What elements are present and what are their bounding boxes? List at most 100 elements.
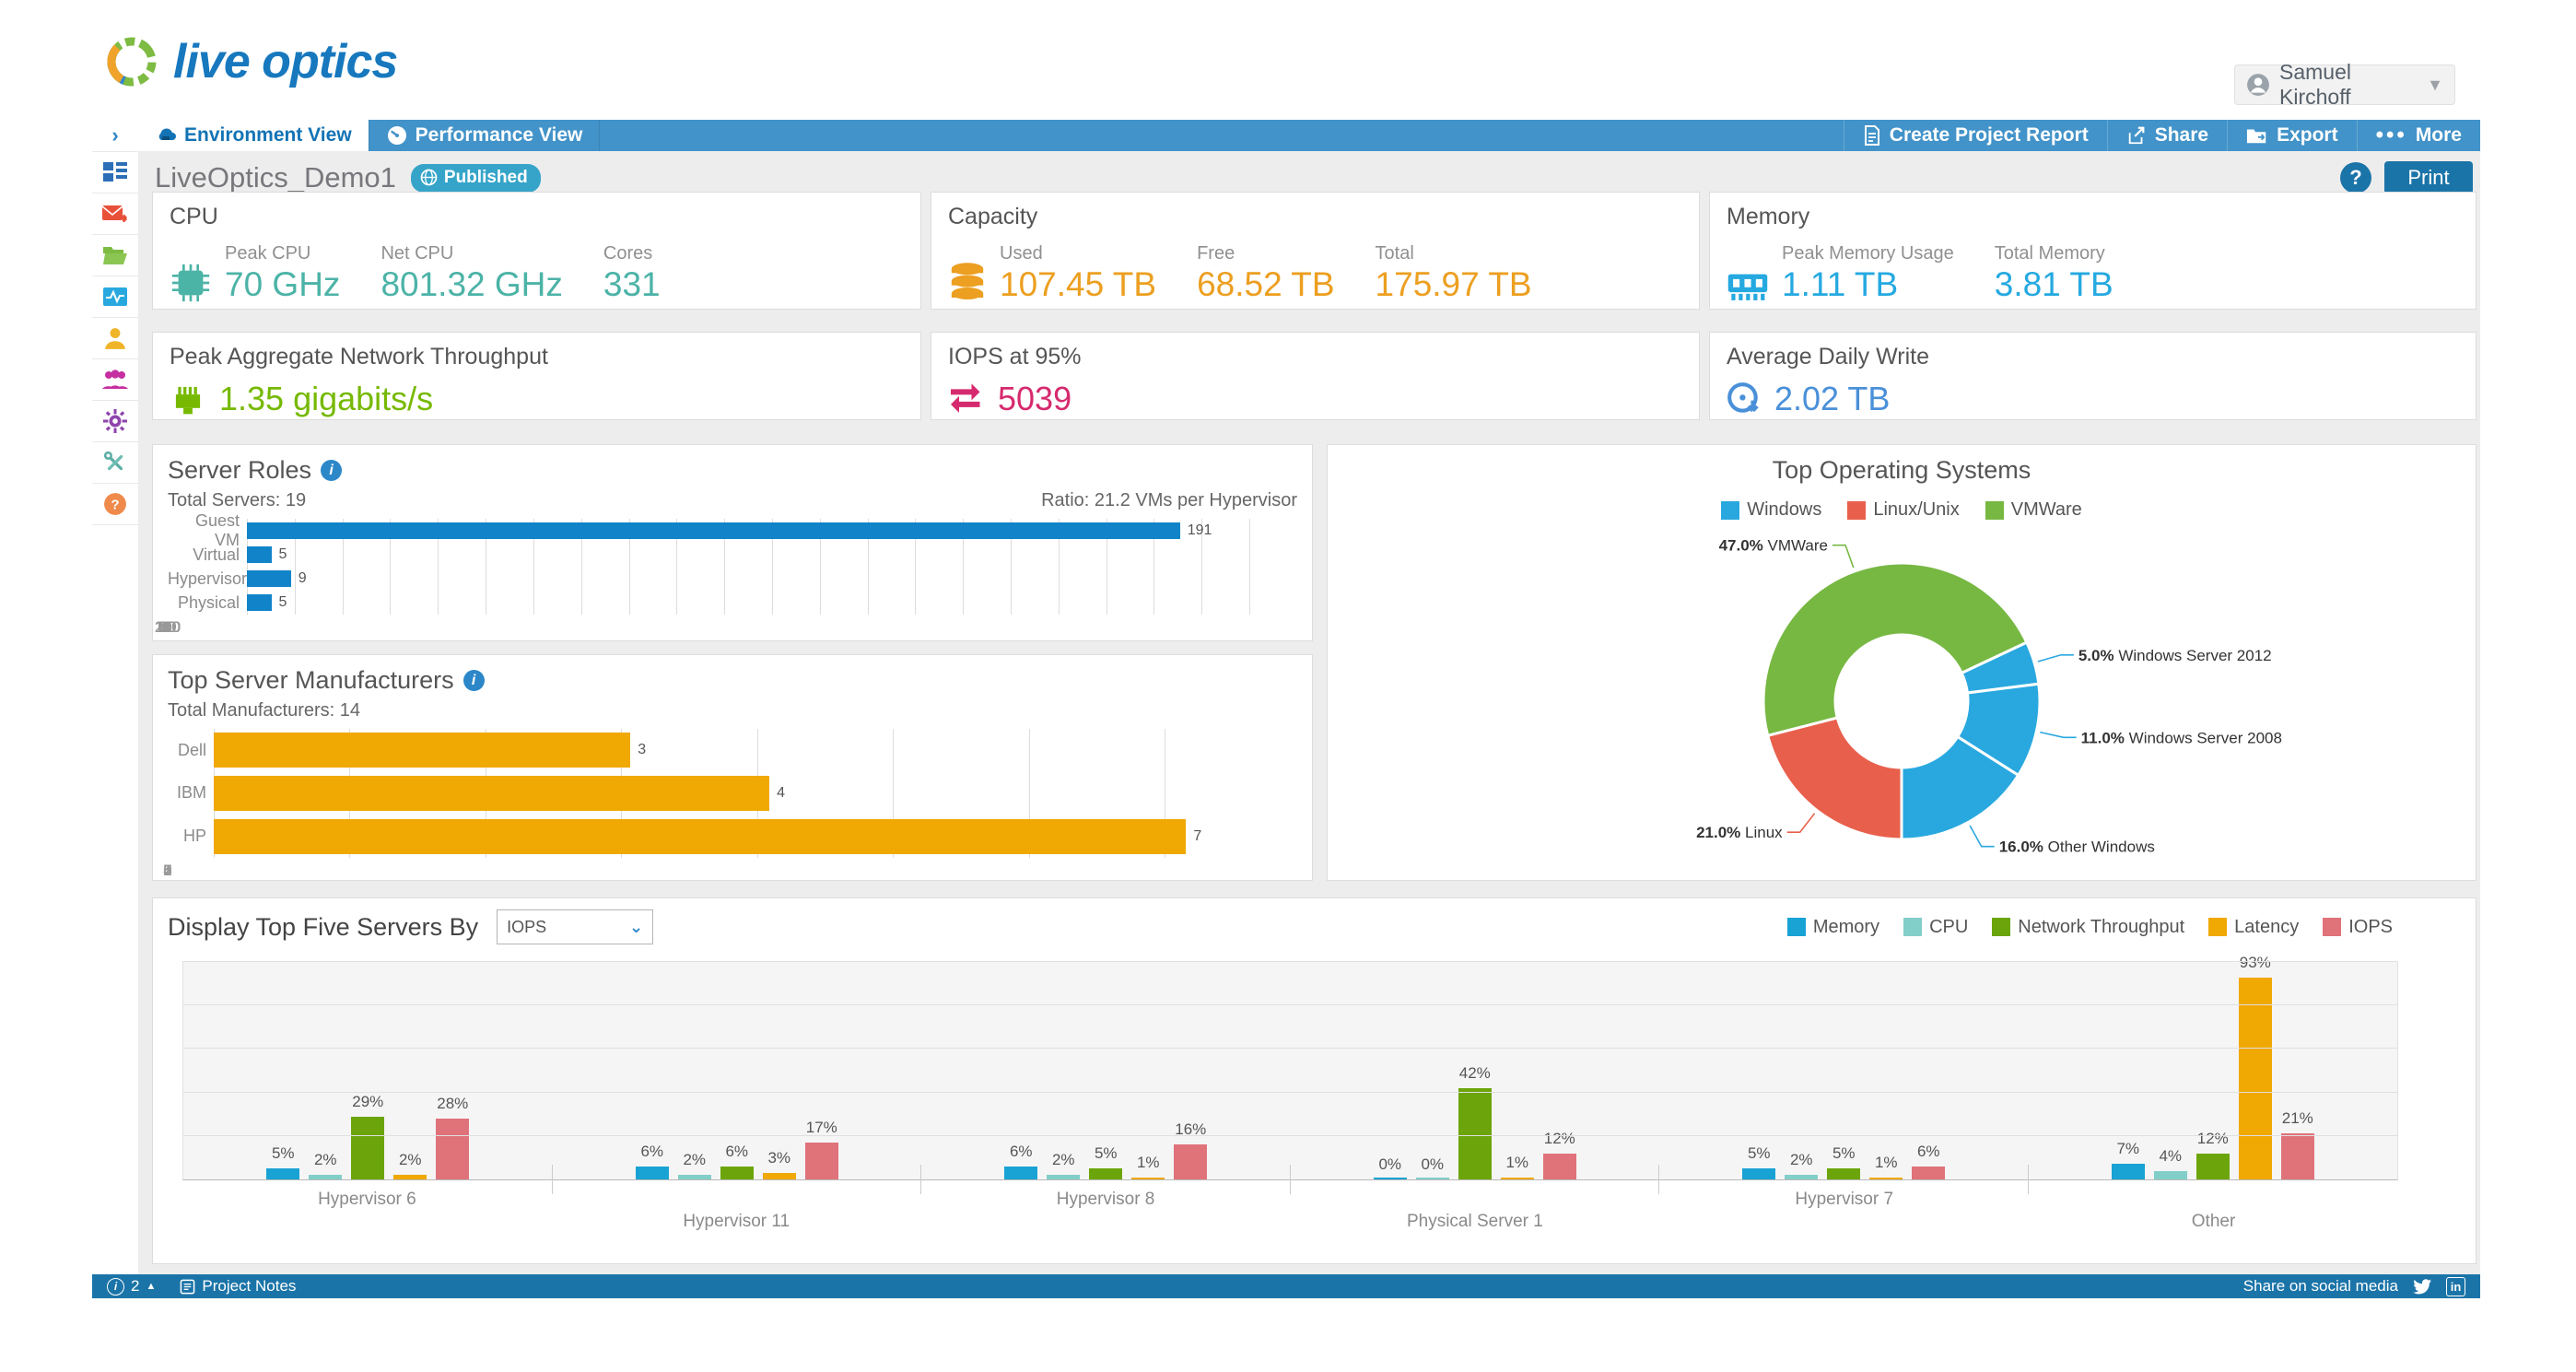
bar-track: 5 — [247, 594, 1297, 611]
bar-iops — [1912, 1166, 1946, 1179]
bar-value-label: 12% — [2196, 1129, 2229, 1147]
tab-environment-view[interactable]: Environment View — [138, 120, 369, 151]
sidebar-item-settings[interactable] — [92, 401, 138, 442]
legend-item[interactable]: Linux/Unix — [1847, 499, 1960, 521]
bar-iops — [804, 1142, 838, 1179]
gridline — [294, 519, 296, 615]
bar-slot: 2% — [1785, 962, 1819, 1179]
card-title: IOPS at 95% — [948, 344, 1082, 369]
bar-cpu — [1785, 1175, 1819, 1179]
legend-item[interactable]: VMWare — [1985, 499, 2082, 521]
sidebar-item-user[interactable] — [92, 318, 138, 359]
sidebar-item-performance[interactable] — [92, 276, 138, 318]
bar-category-label: Hypervisor — [168, 569, 248, 588]
button-label: Share — [2154, 124, 2209, 146]
network-throughput-card: Peak Aggregate Network Throughput 1.35 g… — [152, 332, 921, 420]
bar-slot: 6% — [1004, 962, 1038, 1179]
bar-slot: 0% — [1373, 962, 1407, 1179]
linkedin-icon[interactable]: in — [2446, 1276, 2465, 1296]
sidebar-item-tools[interactable] — [92, 442, 138, 484]
axis-tick-label: 0 — [163, 618, 172, 636]
sidebar-item-mail[interactable] — [92, 193, 138, 235]
legend-label: Memory — [1812, 916, 1880, 937]
document-icon — [1864, 125, 1879, 146]
info-icon: i — [107, 1277, 124, 1296]
info-icon[interactable]: i — [321, 460, 343, 481]
gridline — [183, 1091, 2397, 1093]
legend-item[interactable]: CPU — [1903, 917, 1968, 938]
bar — [214, 733, 631, 768]
bar-value-label: 28% — [437, 1094, 469, 1112]
sidebar-item-dashboard[interactable] — [92, 152, 138, 193]
notifications-toggle[interactable]: i 2 ▲ — [107, 1277, 156, 1296]
kpi-value: 2.02 TB — [1774, 380, 1891, 417]
sidebar-item-projects[interactable] — [92, 235, 138, 276]
gridline — [676, 519, 678, 615]
bar-value-label: 7% — [2116, 1140, 2140, 1158]
share-icon — [2128, 126, 2145, 145]
axis-tick-label: 200 — [154, 618, 181, 636]
metric-value: 331 — [603, 265, 661, 303]
daily-write-card: Average Daily Write 2.02 TB — [1709, 332, 2476, 420]
panel-title: Server Roles — [168, 456, 312, 484]
memory-ram-icon — [1727, 274, 1768, 300]
metric-peak-cpu: Peak CPU 70 GHz — [225, 243, 340, 304]
metric-label: Peak CPU — [225, 243, 311, 264]
axis-tick-label: 0 — [163, 862, 172, 879]
sidebar-item-help[interactable]: ? — [92, 484, 138, 525]
info-icon[interactable]: i — [463, 670, 485, 691]
metric-value: 107.45 TB — [1000, 265, 1157, 303]
project-notes-button[interactable]: Project Notes — [180, 1277, 296, 1296]
twitter-icon[interactable] — [2413, 1278, 2431, 1295]
metric-total-memory: Total Memory 3.81 TB — [1995, 243, 2113, 304]
share-button[interactable]: Share — [2106, 120, 2227, 151]
legend-item[interactable]: IOPS — [2323, 917, 2393, 938]
bar — [247, 522, 1180, 539]
legend-item[interactable]: Latency — [2208, 917, 2299, 938]
label-callout-line — [2037, 653, 2074, 663]
bar-value-label: 191 — [1187, 522, 1212, 538]
tab-label: Performance View — [415, 124, 583, 146]
total-manufacturers-label: Total Manufacturers: 14 — [168, 700, 360, 721]
tab-label: Environment View — [184, 124, 352, 146]
metric-used: Used 107.45 TB — [1000, 243, 1156, 304]
axis-tick-label: 110 — [155, 618, 181, 636]
gridline — [724, 519, 726, 615]
panel-title: Top Operating Systems — [1772, 456, 2032, 484]
bar-value-label: 29% — [352, 1092, 384, 1110]
legend-item[interactable]: Memory — [1786, 916, 1880, 938]
gridline — [390, 519, 392, 615]
legend-item[interactable]: Windows — [1721, 499, 1821, 521]
create-project-report-button[interactable]: Create Project Report — [1843, 120, 2107, 151]
axis-tick-label: 90 — [158, 618, 177, 636]
bar-row: Dell 3 — [168, 733, 1297, 768]
help-button[interactable]: ? — [2340, 162, 2371, 193]
bar-value-label: 4% — [2159, 1146, 2183, 1165]
bar-value-label: 21% — [2281, 1109, 2313, 1128]
axis-tick-label: 150 — [154, 618, 181, 636]
bar-value-label: 42% — [1458, 1063, 1491, 1082]
chevron-down-icon: ⌄ — [629, 917, 644, 936]
export-button[interactable]: Export — [2227, 120, 2357, 151]
gridline — [819, 519, 821, 615]
globe-icon — [420, 169, 438, 186]
print-button[interactable]: Print — [2384, 161, 2473, 194]
bar-value-label: 0% — [1378, 1155, 1402, 1173]
bar-memory — [1373, 1178, 1407, 1179]
sidebar-expand-button[interactable]: › — [92, 120, 138, 152]
bar-cpu — [309, 1175, 343, 1179]
bar-value-label: 3 — [638, 742, 647, 758]
more-button[interactable]: ••• More — [2356, 120, 2480, 151]
axis-tick-label: 3 — [163, 862, 172, 879]
chart-gridlines — [247, 519, 1273, 615]
bar-slot: 1% — [1500, 962, 1534, 1179]
sidebar-item-team[interactable] — [92, 359, 138, 401]
user-menu[interactable]: Samuel Kirchoff ▼ — [2234, 60, 2455, 109]
tab-performance-view[interactable]: Performance View — [369, 120, 601, 151]
label-callout-line — [2040, 731, 2077, 739]
metric-label: Total — [1375, 243, 1414, 264]
bar-iops — [1542, 1153, 1576, 1179]
bar-value-label: 3% — [767, 1148, 791, 1167]
legend-item[interactable]: Network Throughput — [1992, 917, 2184, 938]
top-servers-metric-select[interactable]: IOPS ⌄ — [497, 909, 654, 944]
